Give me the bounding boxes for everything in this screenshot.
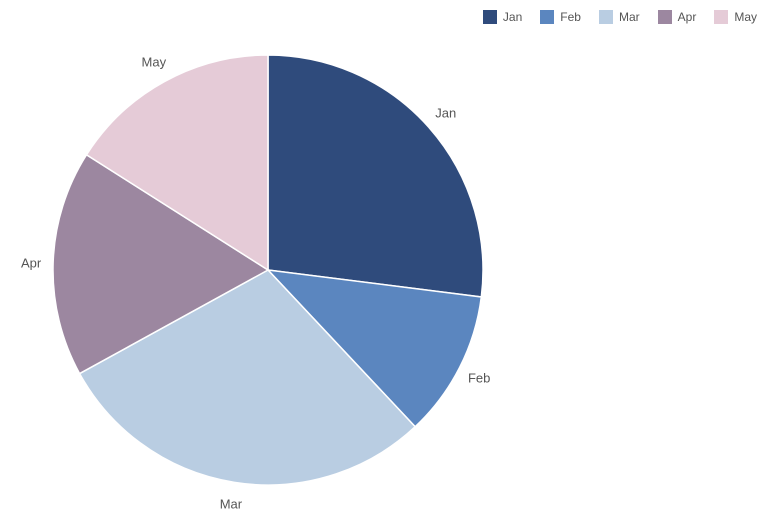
slice-label-may: May xyxy=(142,55,167,70)
legend-swatch-mar xyxy=(599,10,613,24)
pie-chart-container: Jan Feb Mar Apr May Jan Feb Mar Apr May xyxy=(0,0,777,514)
legend-item-mar[interactable]: Mar xyxy=(599,10,640,24)
legend-label-feb: Feb xyxy=(560,10,581,24)
legend-label-jan: Jan xyxy=(503,10,522,24)
legend-item-jan[interactable]: Jan xyxy=(483,10,522,24)
legend-item-feb[interactable]: Feb xyxy=(540,10,581,24)
legend-item-apr[interactable]: Apr xyxy=(658,10,697,24)
slice-label-apr: Apr xyxy=(21,255,41,270)
slice-label-mar: Mar xyxy=(220,497,242,512)
chart-legend: Jan Feb Mar Apr May xyxy=(483,10,757,24)
pie-chart xyxy=(0,0,777,514)
legend-swatch-may xyxy=(714,10,728,24)
legend-label-may: May xyxy=(734,10,757,24)
legend-swatch-apr xyxy=(658,10,672,24)
legend-item-may[interactable]: May xyxy=(714,10,757,24)
slice-label-jan: Jan xyxy=(435,106,456,121)
pie-slice-jan[interactable] xyxy=(268,55,483,297)
legend-label-mar: Mar xyxy=(619,10,640,24)
legend-swatch-feb xyxy=(540,10,554,24)
slice-label-feb: Feb xyxy=(468,370,490,385)
legend-swatch-jan xyxy=(483,10,497,24)
legend-label-apr: Apr xyxy=(678,10,697,24)
